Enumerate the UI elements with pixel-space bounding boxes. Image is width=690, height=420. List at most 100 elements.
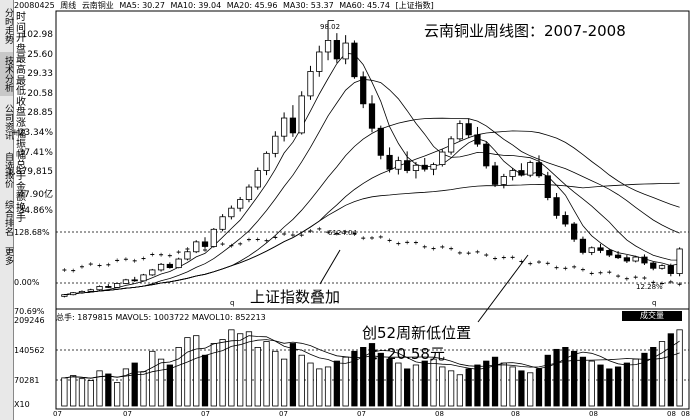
candle-body: [597, 247, 604, 251]
candle-body: [474, 134, 481, 145]
volume-bar: [535, 368, 543, 407]
marker-q1: q: [230, 299, 235, 307]
ma10-label: MA10: 39.04: [170, 1, 222, 10]
info-value: 28.85: [27, 108, 53, 119]
info-label-char: 换: [16, 202, 26, 214]
volume-bar: [483, 360, 490, 407]
candle-body: [509, 170, 516, 177]
candle-body: [465, 123, 472, 136]
candle-body: [78, 290, 86, 294]
volume-bar: [606, 368, 613, 407]
candle-body: [166, 263, 173, 269]
mavol5-line: [64, 335, 680, 379]
candle-body: [140, 274, 147, 282]
tab-more[interactable]: 更多: [3, 247, 13, 265]
candle-body: [114, 283, 121, 288]
volume-bar: [210, 343, 217, 407]
vol-axis-low: 70281: [14, 376, 40, 385]
candle-body: [667, 265, 674, 274]
candle-body: [606, 250, 613, 256]
index-low-label: 12.28%: [636, 283, 663, 291]
new-low-price-annotation: ：20.58元: [372, 345, 445, 363]
volume-bar: [324, 366, 332, 407]
candle-body: [272, 135, 279, 154]
info-label-char: 金: [16, 181, 26, 193]
candle-body: [588, 247, 595, 253]
info-label-char: 额: [16, 192, 26, 204]
volume-bar: [676, 329, 683, 407]
overlay-annotation: 上证指数叠加: [250, 288, 341, 306]
candle-body: [650, 262, 657, 269]
volume-bar: [96, 370, 103, 407]
candle-body: [676, 248, 683, 274]
tab-watchlist[interactable]: 自选报价: [3, 152, 13, 188]
candle-body: [360, 76, 367, 105]
volume-bar: [377, 352, 384, 407]
volume-bar: [87, 380, 94, 407]
tab-ranking[interactable]: 综合排名: [3, 200, 13, 236]
ma60-label: MA60: 45.74: [339, 1, 390, 10]
candle-body: [316, 51, 323, 72]
info-value: +23.34%: [11, 128, 53, 138]
candle-body: [219, 216, 226, 230]
info-value: 102.98: [21, 30, 54, 40]
candle-body: [535, 162, 543, 177]
x-axis-label: 08: [435, 410, 444, 418]
volume-bar: [201, 354, 209, 407]
candle-body: [263, 152, 270, 171]
candle-body: [395, 160, 402, 170]
candle-body: [614, 254, 622, 259]
header-date: 20080425: [14, 1, 55, 10]
volume-bar: [131, 362, 138, 407]
candle-body: [228, 207, 235, 218]
volume-bar: [360, 346, 367, 407]
volume-bar: [184, 337, 191, 407]
tab-technical-analysis[interactable]: 技术分析: [0, 52, 13, 96]
pct-axis-top: 128.68%: [14, 228, 50, 237]
info-label-char: 手: [16, 213, 26, 225]
candle-body: [351, 42, 358, 78]
candle-body: [579, 238, 587, 253]
volume-bar: [571, 350, 578, 407]
ma30-label: MA30: 53.37: [283, 1, 334, 10]
new-low-annotation: 创52周新低位置: [362, 324, 472, 342]
candle-body: [175, 258, 182, 269]
candle-body: [518, 170, 525, 176]
x-axis-label: 07: [53, 410, 62, 418]
info-label-char: 最: [16, 75, 26, 87]
ma30-line: [64, 130, 680, 296]
volume-panel-frame: [55, 308, 690, 410]
info-value: 47.90亿: [18, 189, 53, 200]
candle-body: [131, 279, 138, 282]
info-label-char: 涨: [16, 118, 26, 129]
candle-body: [562, 215, 569, 225]
volume-bar: [333, 360, 340, 407]
candle-body: [368, 103, 376, 129]
info-panel: 时间开盘最高最低收盘涨幅振幅总手金额换手 102.98 25.60 29.33 20.5…: [7, 0, 55, 228]
tab-intraday[interactable]: 分时走势: [3, 8, 13, 44]
candle-body: [491, 165, 499, 185]
volume-bar: [588, 360, 595, 407]
volume-bar: [518, 370, 525, 407]
candle-body: [70, 292, 77, 296]
candle-body: [404, 160, 411, 171]
info-label-char: 幅: [16, 149, 26, 161]
volume-bar: [175, 346, 182, 407]
x-axis-label: 07: [123, 410, 132, 418]
x-axis-label: 08: [589, 410, 598, 418]
volume-bar: [386, 358, 393, 407]
candle-body: [553, 197, 560, 216]
tab-company-news[interactable]: 公司资讯: [3, 104, 13, 140]
price-panel-frame: [55, 10, 690, 310]
volume-bar: [491, 356, 499, 407]
info-label-char: 盘: [16, 43, 26, 55]
volume-indicator-button[interactable]: 成交量: [622, 311, 682, 321]
volume-bar: [579, 356, 587, 407]
info-label-char: 盘: [16, 107, 26, 119]
vol-axis-unit: X10: [14, 400, 30, 409]
candle-body: [210, 228, 217, 247]
ma20-line: [64, 117, 680, 296]
candle-body: [149, 269, 156, 276]
